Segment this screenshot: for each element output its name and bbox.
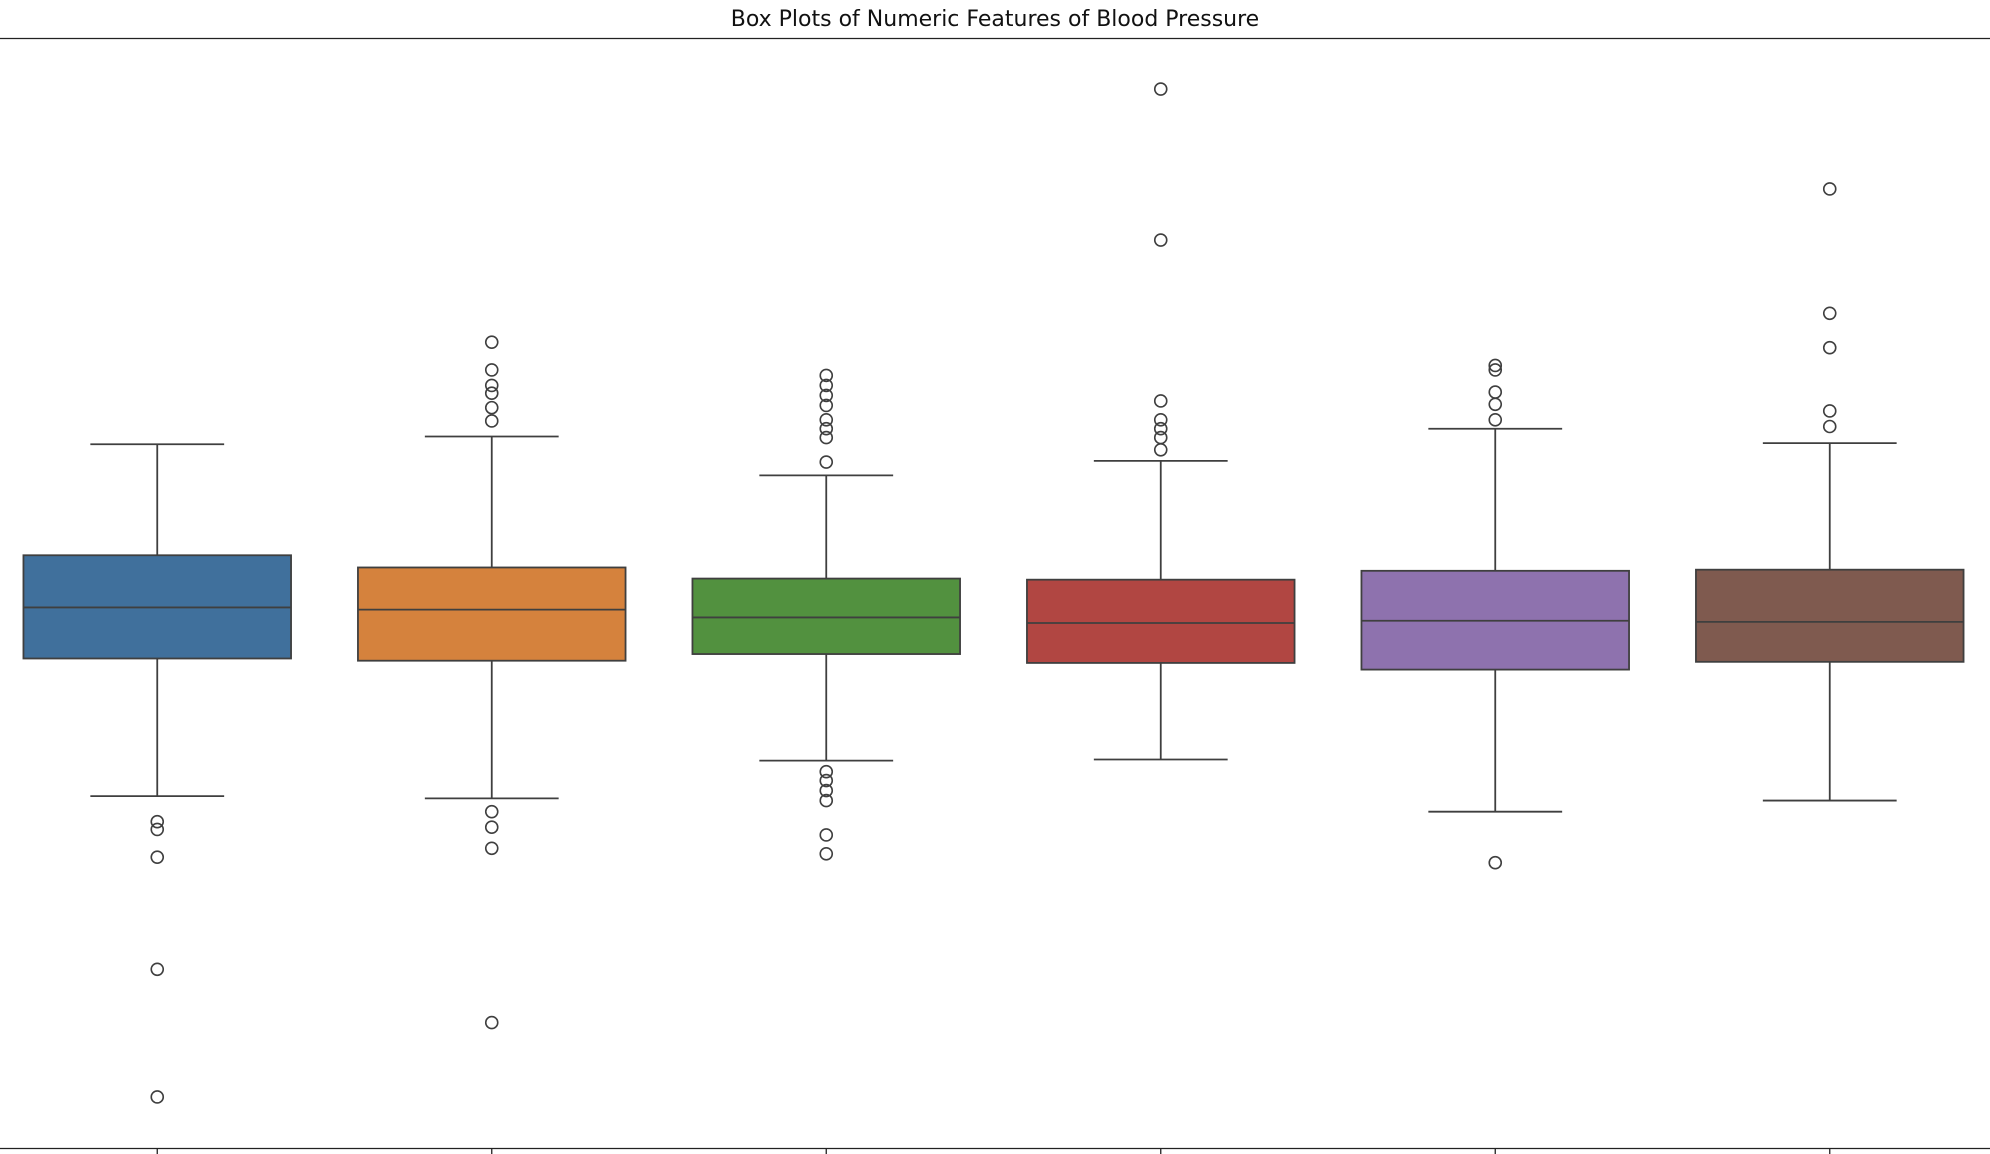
outlier xyxy=(819,398,834,413)
outlier xyxy=(150,822,165,837)
box xyxy=(1695,568,1965,663)
outlier xyxy=(819,430,834,445)
outlier xyxy=(819,388,834,403)
outlier xyxy=(1822,404,1837,418)
outlier xyxy=(1822,340,1837,355)
outlier xyxy=(819,413,834,427)
outlier xyxy=(484,1015,499,1030)
outlier xyxy=(819,455,834,469)
outlier xyxy=(1488,385,1503,399)
outlier xyxy=(1153,82,1168,96)
outlier xyxy=(1488,358,1503,373)
outlier xyxy=(1488,397,1503,412)
outlier xyxy=(1153,430,1168,445)
outlier xyxy=(1153,233,1168,247)
outlier xyxy=(1822,306,1837,321)
outlier xyxy=(819,793,834,808)
outlier xyxy=(1822,182,1837,196)
outlier xyxy=(1153,443,1168,457)
outlier xyxy=(484,386,499,401)
outlier xyxy=(1488,363,1503,377)
outlier xyxy=(819,773,834,788)
outlier xyxy=(484,378,499,393)
box xyxy=(691,577,961,655)
outlier xyxy=(484,414,499,428)
outlier xyxy=(1488,413,1503,427)
outlier xyxy=(1153,413,1168,427)
outlier xyxy=(484,841,499,856)
box xyxy=(1026,578,1296,664)
outlier xyxy=(819,378,834,393)
outlier xyxy=(819,847,834,861)
outlier xyxy=(484,804,499,819)
outlier xyxy=(1488,855,1503,870)
outlier xyxy=(484,335,499,349)
outlier xyxy=(819,783,834,798)
outlier xyxy=(1153,421,1168,436)
outlier xyxy=(484,400,499,415)
outlier xyxy=(819,828,834,842)
chart-title: Box Plots of Numeric Features of Blood P… xyxy=(731,7,1259,32)
outlier xyxy=(484,820,499,835)
outlier xyxy=(484,363,499,377)
outlier xyxy=(819,764,834,779)
outlier xyxy=(1153,394,1168,408)
outlier xyxy=(1822,419,1837,434)
box xyxy=(357,566,627,662)
outlier xyxy=(819,368,834,383)
outlier xyxy=(150,850,165,864)
outlier xyxy=(150,1090,165,1104)
outlier xyxy=(150,814,165,829)
outlier xyxy=(150,962,165,977)
outlier xyxy=(819,421,834,436)
